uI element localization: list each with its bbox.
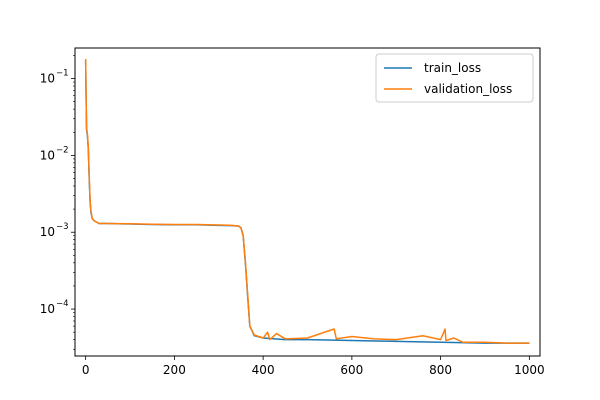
x-tick-label: 200 bbox=[163, 363, 186, 377]
y-tick-label: 10 bbox=[40, 148, 55, 162]
y-tick-exponent: −3 bbox=[56, 222, 69, 232]
series-line-validation-loss bbox=[84, 58, 530, 344]
x-tick-label: 0 bbox=[82, 363, 90, 377]
series-line-train-loss bbox=[84, 60, 530, 344]
legend-label-train-loss: train_loss bbox=[424, 61, 481, 75]
x-tick-label: 600 bbox=[340, 363, 363, 377]
y-tick-exponent: −4 bbox=[56, 299, 69, 309]
legend: train_loss validation_loss bbox=[375, 53, 534, 103]
y-tick-label: 10 bbox=[40, 225, 55, 239]
legend-label-validation-loss: validation_loss bbox=[424, 82, 512, 96]
plot-frame bbox=[74, 47, 541, 357]
y-tick-exponent: −2 bbox=[56, 145, 69, 155]
y-tick-label: 10 bbox=[40, 72, 55, 86]
x-tick-label: 1000 bbox=[514, 363, 545, 377]
plot-area bbox=[74, 47, 541, 357]
x-axis: 0 200 400 600 800 1000 bbox=[82, 356, 545, 377]
y-tick-exponent: −1 bbox=[56, 69, 69, 79]
x-tick-label: 800 bbox=[429, 363, 452, 377]
legend-box bbox=[375, 53, 534, 103]
x-tick-label: 400 bbox=[252, 363, 275, 377]
y-axis: 10−110−210−310−4 bbox=[40, 55, 75, 350]
y-tick-label: 10 bbox=[40, 302, 55, 316]
